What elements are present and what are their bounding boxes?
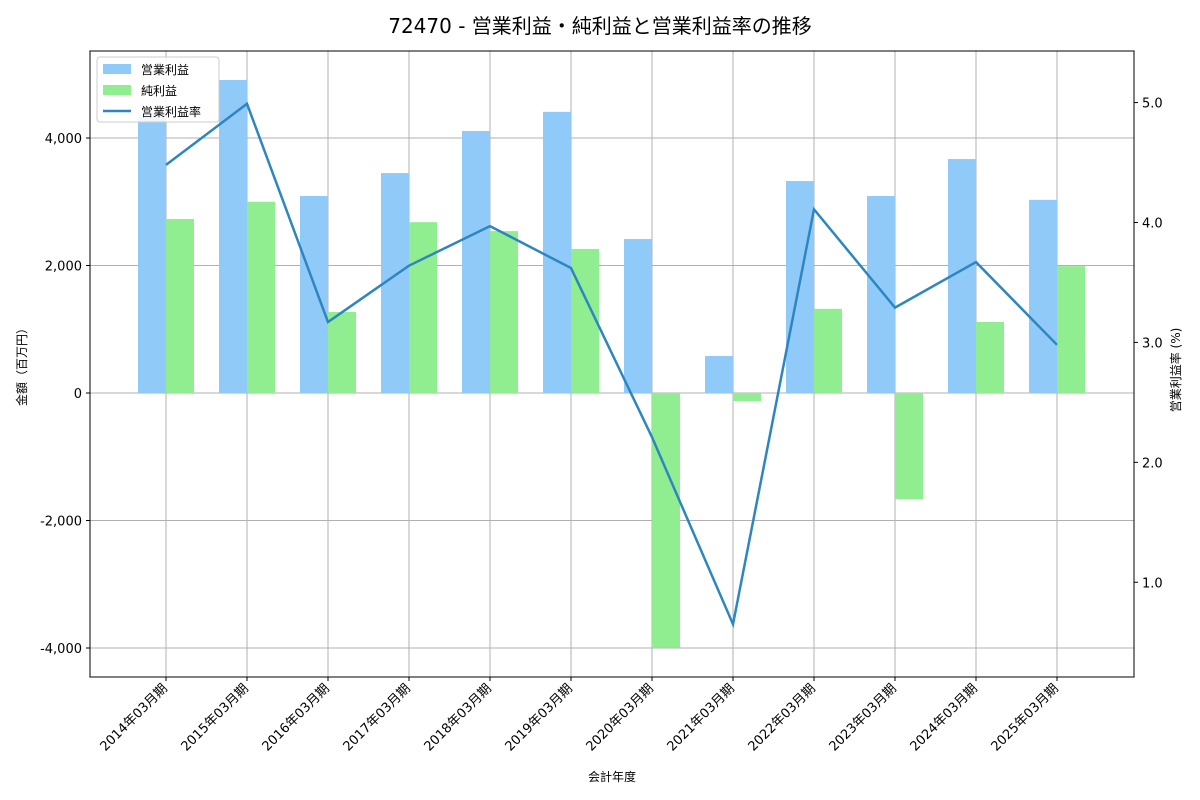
x-tick-label: 2018年03月期 [422,681,495,754]
bar-operating-profit [867,196,895,394]
bar-operating-profit [219,80,247,394]
y2-axis-label: 営業利益率 (%) [1168,328,1183,413]
plot-frame [89,50,1135,678]
x-tick-label: 2022年03月期 [746,681,819,754]
bar-operating-profit [624,239,652,394]
x-tick-label: 2024年03月期 [908,681,981,754]
y2-tick-label: 3.0 [1142,336,1163,351]
bar-net-profit [652,393,680,648]
x-tick-label: 2025年03月期 [989,681,1062,754]
x-tick-label: 2021年03月期 [665,681,738,754]
y-tick-label: 0 [74,387,82,402]
y-tick-label: 4,000 [45,132,82,147]
y-tick-label: -4,000 [40,642,82,657]
x-tick-label: 2014年03月期 [98,681,171,754]
bar-net-profit [976,321,1004,394]
bar-operating-profit [543,111,571,394]
y-tick-label: -2,000 [40,515,82,530]
y2-tick-label: 1.0 [1142,576,1163,591]
x-tick-label: 2017年03月期 [341,681,414,754]
line-operating-margin [165,101,1058,629]
bar-net-profit [490,231,518,394]
bar-operating-profit [462,131,490,394]
legend-swatch-operating-profit [103,64,131,74]
legend-label-operating-profit: 営業利益 [141,63,189,77]
x-tick-label: 2015年03月期 [179,681,252,754]
bar-net-profit [328,312,356,394]
bar-operating-profit [705,356,733,394]
y-tick-label: 2,000 [45,260,82,275]
legend-label-net-profit: 純利益 [141,84,177,98]
bar-net-profit [814,308,842,394]
bar-net-profit [409,222,437,394]
chart-title: 72470 - 営業利益・純利益と営業利益率の推移 [388,14,812,38]
bar-net-profit [733,393,761,401]
bar-net-profit [1057,266,1085,394]
y2-tick-label: 5.0 [1142,97,1163,112]
legend-label-operating-margin: 営業利益率 [141,104,201,119]
bar-operating-profit [1029,199,1057,394]
x-axis-label: 会計年度 [588,769,636,784]
y2-tick-label: 4.0 [1142,216,1163,231]
x-tick-label: 2020年03月期 [584,681,657,754]
bar-operating-profit [138,116,166,394]
bar-net-profit [166,218,194,394]
bar-net-profit [895,393,923,500]
y-axis-label: 金額（百万円） [14,322,29,406]
x-tick-label: 2016年03月期 [260,681,333,754]
bar-net-profit [247,201,275,394]
y2-tick-label: 2.0 [1142,456,1163,471]
bar-operating-profit [300,196,328,394]
x-tick-label: 2023年03月期 [827,681,900,754]
x-tick-label: 2019年03月期 [503,681,576,754]
bar-net-profit [571,248,599,394]
legend-swatch-net-profit [103,85,131,95]
